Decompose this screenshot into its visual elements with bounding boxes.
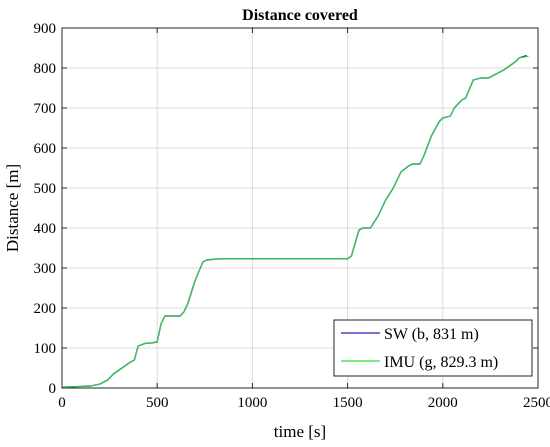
y-tick-label: 400 xyxy=(34,221,57,237)
y-tick-label: 0 xyxy=(49,381,57,397)
x-tick-label: 0 xyxy=(58,395,66,411)
x-tick-label: 1500 xyxy=(333,395,363,411)
y-tick-label: 700 xyxy=(34,101,57,117)
y-tick-label: 200 xyxy=(34,301,57,317)
x-tick-label: 2000 xyxy=(428,395,458,411)
legend-label-imu: IMU (g, 829.3 m) xyxy=(384,354,498,371)
legend-label-sw: SW (b, 831 m) xyxy=(384,326,479,343)
x-tick-label: 1000 xyxy=(237,395,267,411)
plot-frame xyxy=(61,27,539,389)
legend-box xyxy=(333,319,533,377)
x-tick-label: 2500 xyxy=(523,395,550,411)
x-tick-label: 500 xyxy=(146,395,169,411)
tick-labels: 0 500 1000 1500 2000 2500 0 100 200 300 400 500 600 7… xyxy=(34,21,550,411)
x-axis-label: time [s] xyxy=(274,422,326,441)
chart-title: Distance covered xyxy=(242,7,358,24)
y-axis-label: Distance [m] xyxy=(3,164,22,252)
y-tick-label: 100 xyxy=(34,341,57,357)
y-tick-label: 800 xyxy=(34,61,57,77)
y-tick-label: 300 xyxy=(34,261,57,277)
series-lines xyxy=(61,54,529,388)
y-tick-label: 600 xyxy=(34,141,57,157)
legend: SW (b, 831 m) IMU (g, 829.3 m) xyxy=(333,319,533,377)
y-tick-label: 500 xyxy=(34,181,57,197)
series-line-imu xyxy=(61,55,529,388)
grid xyxy=(62,28,538,388)
y-tick-label: 900 xyxy=(34,21,57,37)
